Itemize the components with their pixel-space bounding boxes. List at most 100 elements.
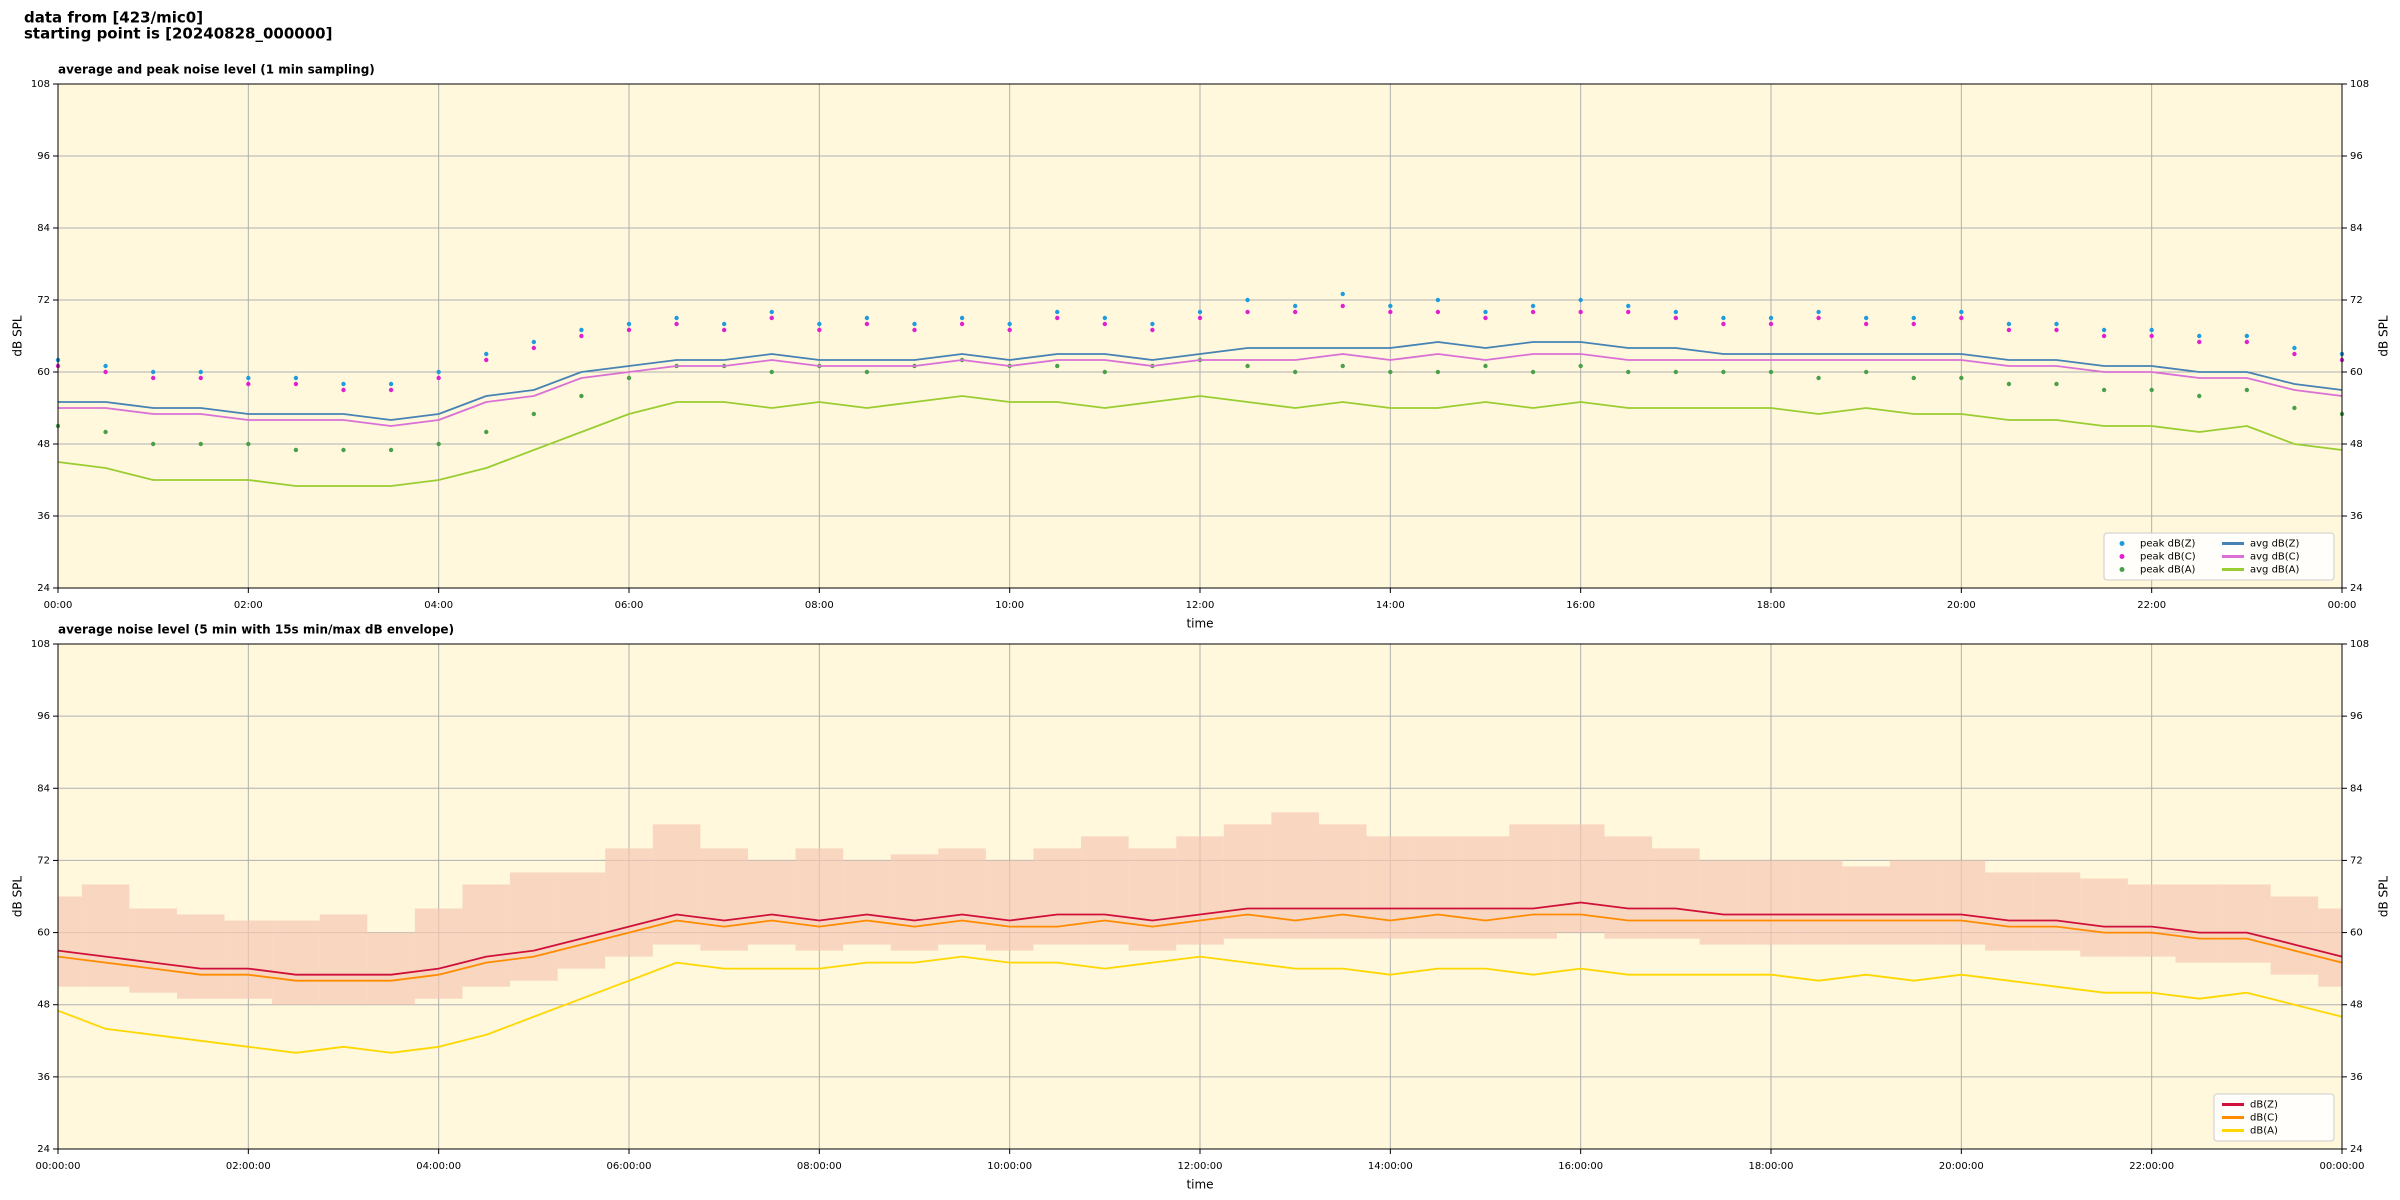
peak-point xyxy=(341,447,346,453)
peak-point xyxy=(103,429,108,435)
x-tick-label: 00:00 xyxy=(2328,600,2357,611)
peak-point xyxy=(1055,363,1060,369)
peak-point xyxy=(1959,375,1964,381)
envelope-band xyxy=(1366,836,1415,939)
peak-point xyxy=(2101,333,2107,339)
peak-point xyxy=(674,315,679,321)
envelope-band xyxy=(938,848,986,945)
envelope-band xyxy=(1414,836,1462,939)
y-tick-label-right: 96 xyxy=(2350,711,2363,722)
peak-point xyxy=(1673,309,1679,315)
x-tick-label: 18:00:00 xyxy=(1749,1161,1794,1172)
envelope-band xyxy=(843,860,891,945)
peak-point xyxy=(2197,333,2202,339)
envelope-band xyxy=(1747,860,1795,945)
envelope-band xyxy=(1842,866,1890,945)
envelope-band xyxy=(2270,896,2319,975)
envelope-band xyxy=(462,884,511,987)
envelope-band xyxy=(414,908,463,999)
peak-point xyxy=(1483,315,1488,321)
peak-point xyxy=(531,339,537,345)
x-tick-label: 04:00:00 xyxy=(416,1161,461,1172)
peak-point xyxy=(817,321,822,327)
peak-point xyxy=(721,321,727,327)
peak-point xyxy=(388,447,394,453)
peak-point xyxy=(436,375,441,381)
legend-label: avg dB(A) xyxy=(2250,565,2300,576)
envelope-band xyxy=(2223,884,2271,963)
x-tick-label: 16:00 xyxy=(1566,600,1595,611)
envelope-band xyxy=(129,908,177,993)
peak-point xyxy=(1626,369,1631,375)
y-tick-label: 48 xyxy=(37,439,50,450)
header-source: data from [423/mic0] xyxy=(24,9,203,27)
envelope-band xyxy=(652,824,701,945)
legend-label: avg dB(Z) xyxy=(2250,539,2300,550)
peak-point xyxy=(579,333,584,339)
x-tick-label: 12:00:00 xyxy=(1178,1161,1223,1172)
x-tick-label: 08:00 xyxy=(805,600,834,611)
series-line xyxy=(58,341,2343,421)
peak-point xyxy=(1911,321,1916,327)
peak-point xyxy=(1911,315,1916,321)
plot-frame xyxy=(57,643,2343,1150)
peak-point xyxy=(484,429,489,435)
x-tick-label: 10:00:00 xyxy=(987,1161,1032,1172)
y-tick-label-right: 36 xyxy=(2350,511,2363,522)
y-tick-label-right: 84 xyxy=(2350,223,2363,234)
peak-point xyxy=(2149,387,2154,393)
peak-point xyxy=(388,387,394,393)
series-line xyxy=(57,913,2343,982)
peak-point xyxy=(721,327,727,333)
envelope-band xyxy=(2318,908,2342,987)
envelope-band xyxy=(319,914,368,1005)
x-tick-label: 02:00 xyxy=(234,600,263,611)
peak-point xyxy=(626,321,632,327)
peak-point xyxy=(293,375,299,381)
x-tick-label: 10:00 xyxy=(995,600,1024,611)
peak-point xyxy=(1768,321,1774,327)
peak-point xyxy=(864,315,870,321)
peak-point xyxy=(1863,315,1869,321)
peak-point xyxy=(1721,315,1726,321)
peak-point xyxy=(1292,309,1298,315)
peak-point xyxy=(2006,321,2012,327)
y-tick-label: 60 xyxy=(37,928,50,939)
x-tick-label: 06:00:00 xyxy=(607,1161,652,1172)
peak-point xyxy=(912,327,917,333)
peak-point xyxy=(674,321,679,327)
peak-point xyxy=(198,441,203,447)
peak-point xyxy=(2101,387,2107,393)
peak-point xyxy=(1007,321,1012,327)
peak-point xyxy=(2054,321,2059,327)
peak-point xyxy=(2101,327,2107,333)
peak-point xyxy=(1721,369,1726,375)
envelope-band xyxy=(1937,860,1986,945)
peak-point xyxy=(1911,375,1916,381)
peak-point xyxy=(1245,309,1250,315)
peak-point xyxy=(436,369,441,375)
peak-point xyxy=(1816,375,1821,381)
peak-point xyxy=(1863,321,1869,327)
peak-point xyxy=(1530,369,1536,375)
peak-point xyxy=(2054,381,2059,387)
y-tick-label-right: 36 xyxy=(2350,1072,2363,1083)
peak-point xyxy=(531,411,537,417)
x-tick-label: 14:00:00 xyxy=(1368,1161,1413,1172)
peak-point xyxy=(2006,327,2012,333)
peak-point xyxy=(1863,369,1869,375)
y-axis-label: dB SPL xyxy=(11,315,25,357)
peak-point xyxy=(1959,315,1964,321)
peak-point xyxy=(1626,303,1631,309)
peak-point xyxy=(531,345,537,351)
y-tick-label-right: 60 xyxy=(2350,928,2363,939)
envelope-band xyxy=(557,872,606,969)
peak-point xyxy=(150,441,156,447)
x-tick-label: 06:00 xyxy=(615,600,644,611)
peak-point xyxy=(1340,303,1345,309)
peak-point xyxy=(1530,303,1536,309)
y-tick-label-right: 108 xyxy=(2350,79,2369,90)
peak-point xyxy=(1483,309,1488,315)
y-axis-label: dB SPL xyxy=(11,876,25,918)
y-tick-label: 72 xyxy=(37,855,50,866)
